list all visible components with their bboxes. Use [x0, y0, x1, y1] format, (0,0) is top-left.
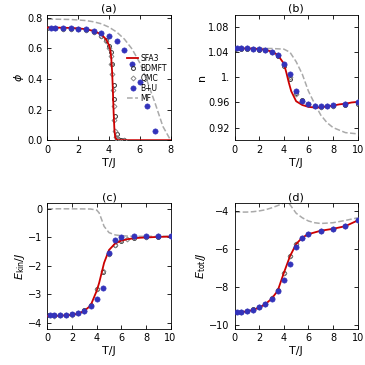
Title: (a): (a): [101, 4, 117, 14]
Y-axis label: $E_{\rm kin}/J$: $E_{\rm kin}/J$: [13, 252, 27, 280]
Title: (b): (b): [288, 4, 304, 14]
X-axis label: T/J: T/J: [102, 346, 116, 356]
X-axis label: T/J: T/J: [102, 158, 116, 168]
Y-axis label: $E_{\rm tot}/J$: $E_{\rm tot}/J$: [194, 252, 208, 279]
Title: (c): (c): [101, 192, 116, 202]
Title: (d): (d): [288, 192, 304, 202]
X-axis label: T/J: T/J: [289, 346, 303, 356]
X-axis label: T/J: T/J: [289, 158, 303, 168]
Y-axis label: $\phi$: $\phi$: [12, 73, 26, 82]
Legend: SFA3, BDMFT, QMC, B+U, MF: SFA3, BDMFT, QMC, B+U, MF: [127, 54, 167, 103]
Y-axis label: n: n: [197, 74, 207, 81]
